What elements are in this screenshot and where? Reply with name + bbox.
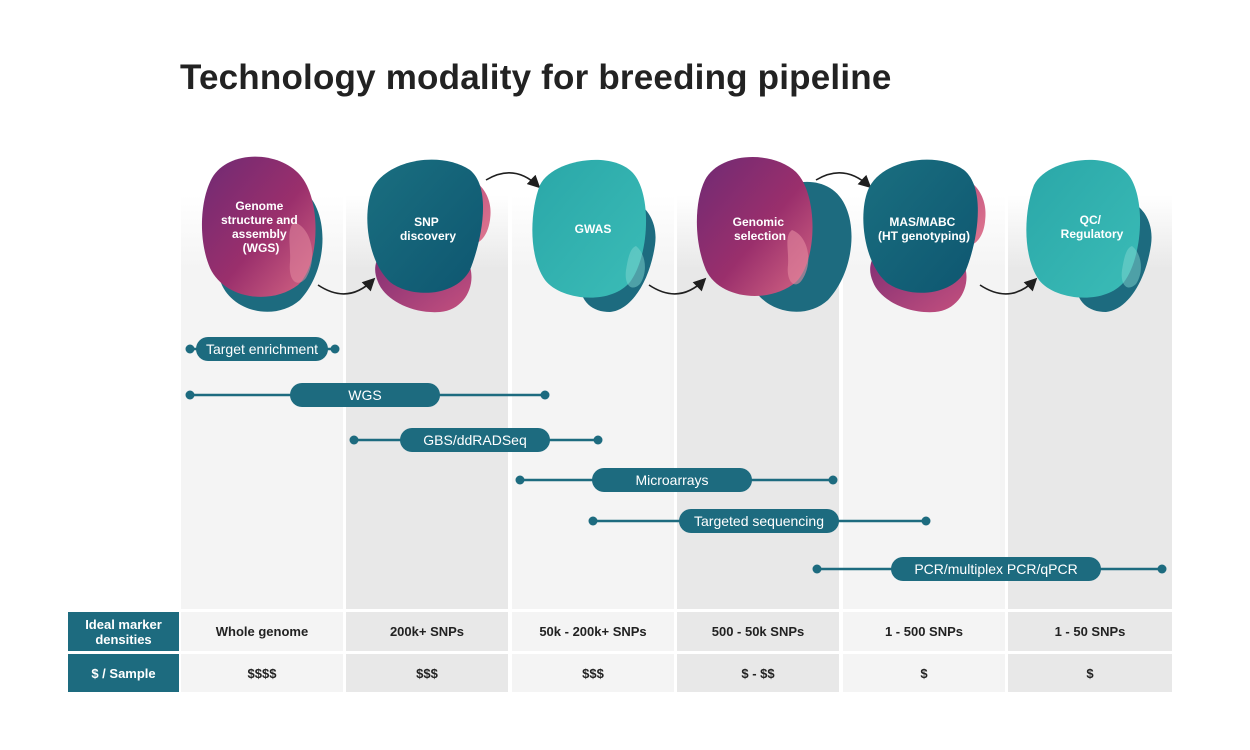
row-header-densities: Ideal marker densities <box>68 612 179 651</box>
tech-label-pcr: PCR/multiplex PCR/qPCR <box>914 561 1077 577</box>
stage-6-blob: QC/ Regulatory <box>1026 159 1152 312</box>
cost-cell-4: $ - $$ <box>677 654 839 692</box>
stage-2-blob: SNP discovery <box>367 159 491 313</box>
tech-label-microarrays: Microarrays <box>635 472 708 488</box>
tech-label-gbs: GBS/ddRADSeq <box>423 432 527 448</box>
density-cell-3: 50k - 200k+ SNPs <box>512 612 674 651</box>
tech-bar-microarrays: Microarrays <box>515 468 838 492</box>
cost-cell-6: $ <box>1008 654 1172 692</box>
arrow-3-4 <box>648 277 707 295</box>
technology-bars: Target enrichment WGS GBS/ddRADSeq Micro… <box>185 337 1167 581</box>
stage-1-blob: Genome structure and assembly (WGS) <box>201 156 323 312</box>
stage-4-blob: Genomic selection <box>696 157 852 312</box>
tech-label-wgs: WGS <box>348 387 381 403</box>
density-cell-6: 1 - 50 SNPs <box>1008 612 1172 651</box>
row-header-densities-line1: Ideal marker <box>85 616 162 632</box>
arrow-2-3 <box>485 172 541 189</box>
density-cell-1: Whole genome <box>181 612 343 651</box>
arrow-5-6 <box>979 277 1038 295</box>
cost-cell-2: $$$ <box>346 654 508 692</box>
stage-2-label: SNP discovery <box>400 215 456 243</box>
stage-5-blob: MAS/MABC (HT genotyping) <box>863 159 986 313</box>
arrow-4-5 <box>815 172 872 189</box>
stage-3-label: GWAS <box>575 222 612 236</box>
tech-bar-gbs: GBS/ddRADSeq <box>349 428 603 452</box>
density-cell-2: 200k+ SNPs <box>346 612 508 651</box>
stage-6-label: QC/ Regulatory <box>1061 213 1124 241</box>
row-header-densities-line2: densities <box>95 631 152 647</box>
cost-cell-5: $ <box>843 654 1005 692</box>
row-header-cost-label: $ / Sample <box>91 665 156 681</box>
stage-5-label: MAS/MABC (HT genotyping) <box>878 215 970 243</box>
cost-cell-3: $$$ <box>512 654 674 692</box>
tech-bar-target-enrichment: Target enrichment <box>185 337 340 361</box>
flow-arrows <box>317 172 1038 295</box>
arrow-1-2 <box>317 277 376 295</box>
tech-bar-pcr: PCR/multiplex PCR/qPCR <box>812 557 1167 581</box>
stage-3-blob: GWAS <box>532 159 656 312</box>
density-cell-4: 500 - 50k SNPs <box>677 612 839 651</box>
row-header-cost: $ / Sample <box>68 654 179 692</box>
density-cell-5: 1 - 500 SNPs <box>843 612 1005 651</box>
tech-bar-targeted-sequencing: Targeted sequencing <box>588 509 931 533</box>
stage-4-label: Genomic selection <box>733 215 788 243</box>
cost-cell-1: $$$$ <box>181 654 343 692</box>
tech-label-targeted-sequencing: Targeted sequencing <box>694 513 824 529</box>
tech-bar-wgs: WGS <box>185 383 550 407</box>
tech-label-target-enrichment: Target enrichment <box>206 341 318 357</box>
stage-1-label: Genome structure and assembly (WGS) <box>221 199 301 255</box>
page-title: Technology modality for breeding pipelin… <box>180 58 892 97</box>
